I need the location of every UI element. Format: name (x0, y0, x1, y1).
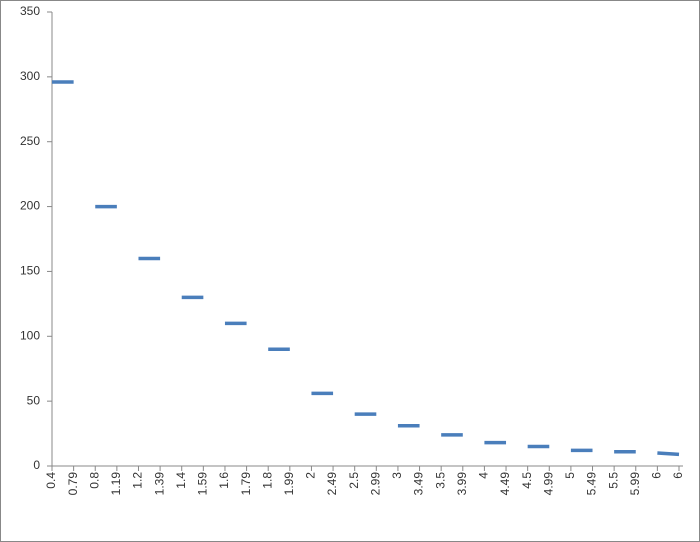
x-tick-label: 4.99 (541, 472, 555, 496)
x-tick-label: 5.99 (628, 472, 642, 496)
y-tick-label: 250 (20, 134, 40, 148)
x-tick-label: 0.79 (66, 472, 80, 496)
x-tick-label: 3.5 (433, 472, 447, 489)
x-tick-label: 5.49 (585, 472, 599, 496)
x-tick-label: 0.4 (44, 472, 58, 489)
x-tick-label: 5 (563, 472, 577, 479)
x-tick-label: 2.5 (347, 472, 361, 489)
x-tick-label: 1.59 (196, 472, 210, 496)
x-tick-label: 6 (671, 472, 685, 479)
x-tick-label: 0.8 (87, 472, 101, 489)
x-tick-label: 1.8 (260, 472, 274, 489)
x-tick-label: 1.6 (217, 472, 231, 489)
y-tick-label: 50 (27, 393, 41, 407)
x-tick-label: 3 (390, 472, 404, 479)
x-tick-label: 1.39 (152, 472, 166, 496)
y-tick-label: 350 (20, 4, 40, 18)
x-tick-label: 3.99 (455, 472, 469, 496)
x-tick-label: 1.99 (282, 472, 296, 496)
x-tick-label: 1.4 (174, 472, 188, 489)
x-tick-label: 1.79 (239, 472, 253, 496)
x-tick-label: 2.99 (368, 472, 382, 496)
x-tick-label: 2.49 (325, 472, 339, 496)
line-segment (657, 451, 680, 457)
y-tick-label: 200 (20, 199, 40, 213)
x-tick-label: 1.19 (109, 472, 123, 496)
x-tick-label: 4 (477, 472, 491, 479)
x-tick-label: 4.5 (520, 472, 534, 489)
x-tick-label: 5.5 (606, 472, 620, 489)
x-tick-label: 2 (304, 472, 318, 479)
y-tick-label: 0 (33, 458, 40, 472)
x-tick-label: 4.49 (498, 472, 512, 496)
y-tick-label: 100 (20, 328, 40, 342)
y-tick-label: 300 (20, 69, 40, 83)
y-tick-label: 150 (20, 264, 40, 278)
x-tick-label: 1.2 (131, 472, 145, 489)
x-tick-label: 6 (650, 472, 664, 479)
x-tick-label: 3.49 (412, 472, 426, 496)
